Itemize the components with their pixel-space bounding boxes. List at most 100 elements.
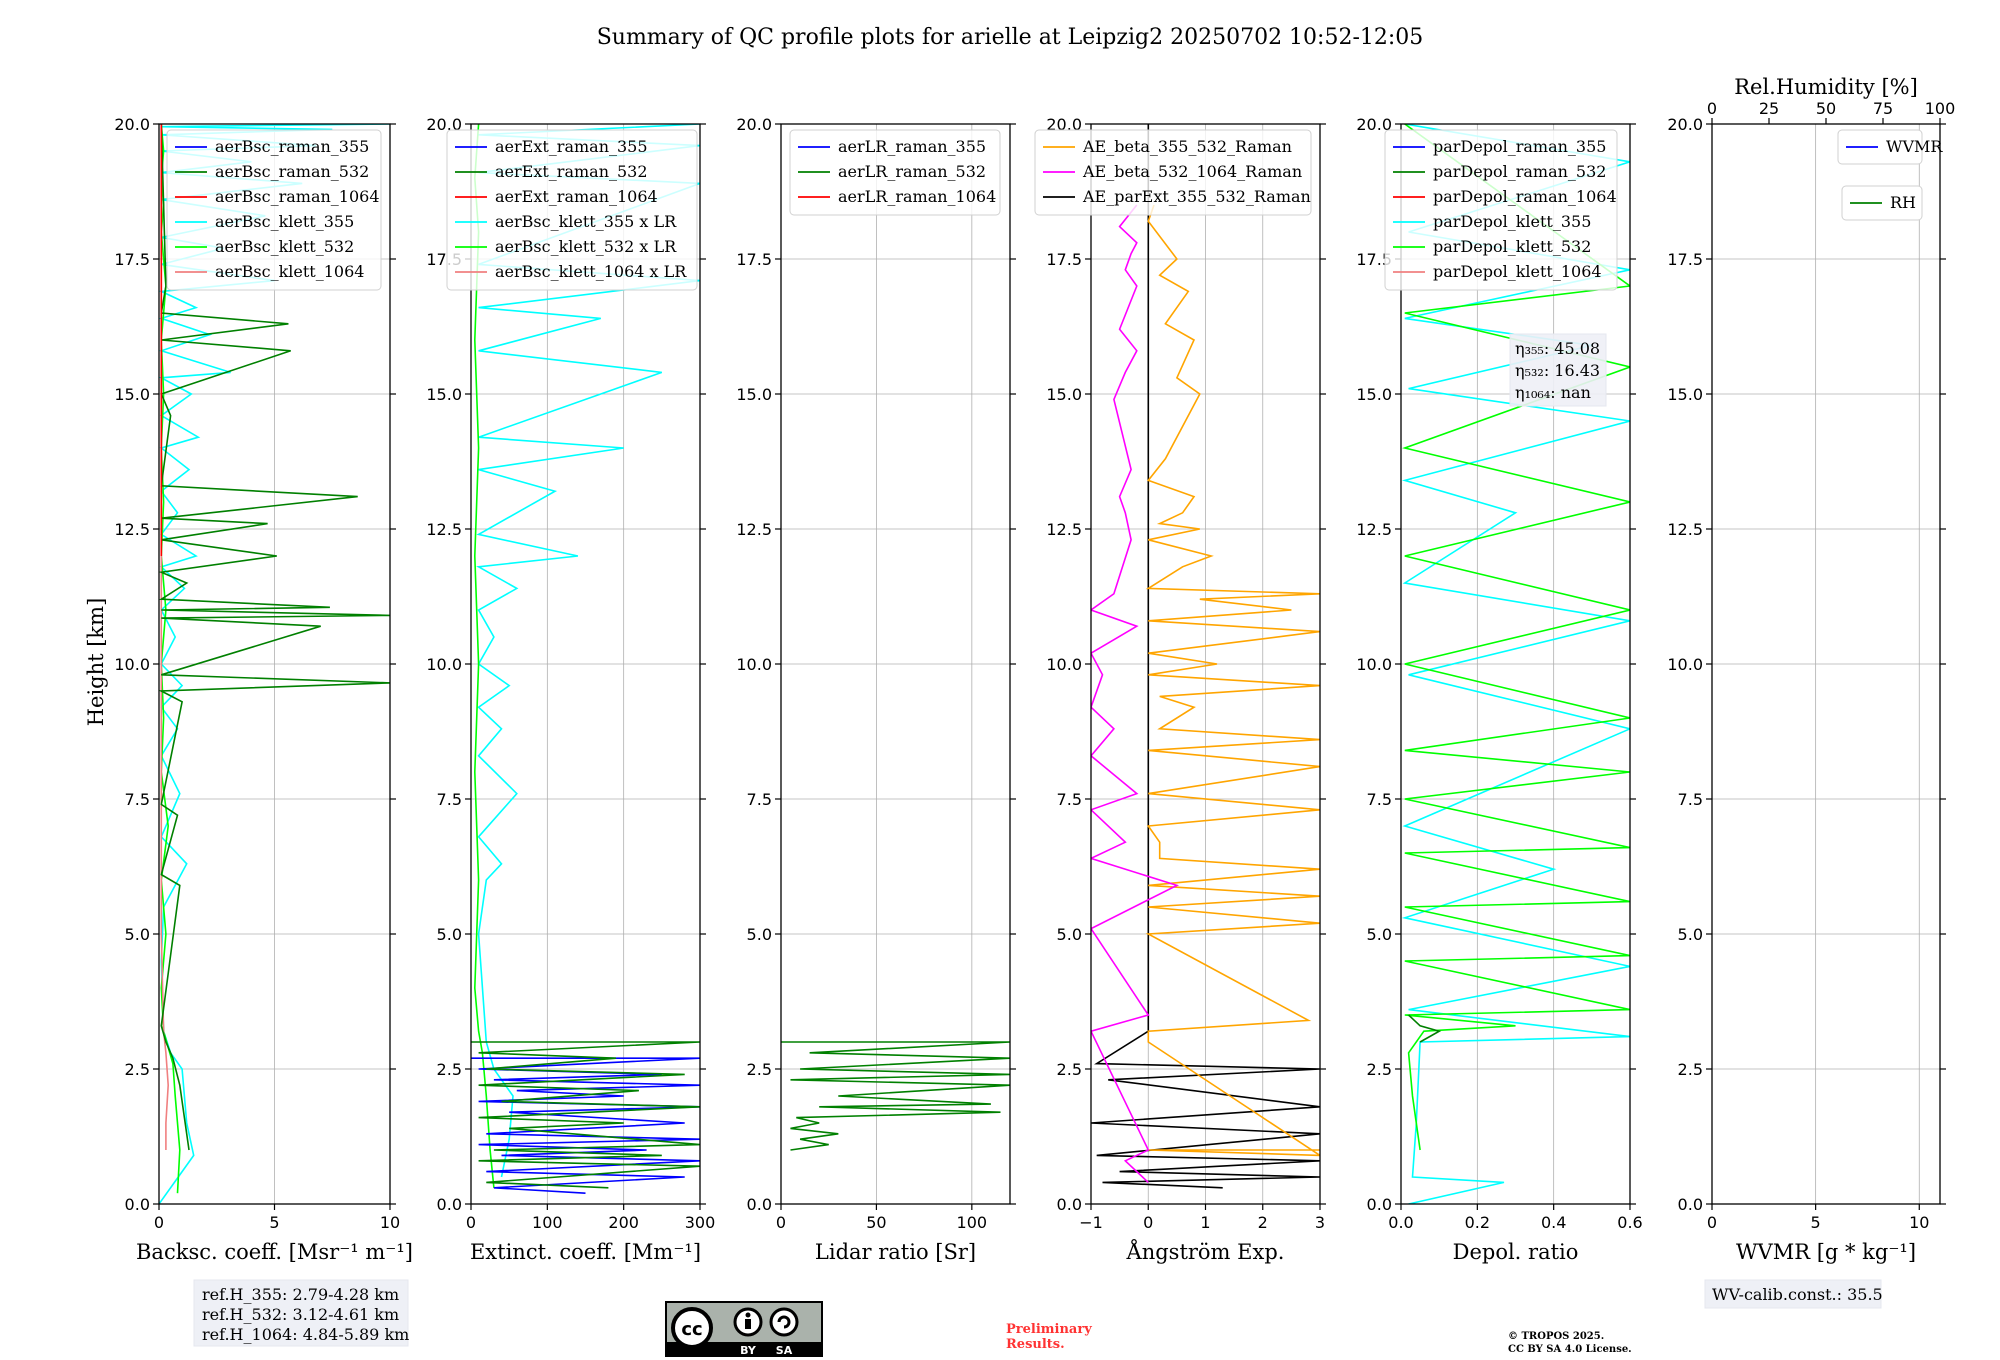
y-tick-label: 12.5: [736, 520, 772, 539]
legend-label-pardepol-klett-532: parDepol_klett_532: [1433, 237, 1591, 256]
series-aerlr-raman-532: [781, 1041, 1010, 1151]
x-tick-label: 3: [1315, 1213, 1325, 1232]
y-tick-label: 0.0: [437, 1195, 462, 1214]
x-tick-label: 0: [1143, 1213, 1153, 1232]
legend-label-ae-beta-532-1064-raman: AE_beta_532_1064_Raman: [1082, 162, 1302, 181]
ref-height-355: ref.H_355: 2.79-4.28 km: [202, 1285, 399, 1304]
y-tick-label: 17.5: [114, 250, 150, 269]
panel-5-frame: [1400, 123, 1631, 1205]
x-tick-label: 300: [685, 1213, 716, 1232]
y-tick-label: 5.0: [1678, 925, 1703, 944]
y-tick-label: 10.0: [1046, 655, 1082, 674]
y-tick-label: 15.0: [1356, 385, 1392, 404]
eta-label-1: η₃₅₅: 45.08: [1515, 339, 1600, 358]
legend-label-rh: RH: [1890, 193, 1916, 212]
y-tick-label: 2.5: [1057, 1060, 1082, 1079]
x-tick-label: 0.6: [1617, 1213, 1642, 1232]
preliminary-label-line2: Results.: [1006, 1337, 1065, 1352]
y-tick-label: 20.0: [114, 115, 150, 134]
legend-label-aerlr-raman-1064: aerLR_raman_1064: [838, 187, 996, 206]
wv-calib-text: WV-calib.const.: 35.5: [1712, 1285, 1883, 1304]
cc-logo-text: cc: [681, 1319, 702, 1340]
panel-1-legend: aerBsc_raman_355 aerBsc_raman_532 aerBsc_r…: [166, 129, 382, 291]
y-tick-label: 17.5: [1046, 250, 1082, 269]
series-pardepol-raman-532: [1408, 1014, 1442, 1043]
y-tick-label: 5.0: [1057, 925, 1082, 944]
x-tick-label: 0.0: [1388, 1213, 1413, 1232]
panel-4-x-axis-title: Ångström Exp.: [1126, 1239, 1285, 1264]
x-tick-label: 200: [608, 1213, 639, 1232]
y-tick-label: 7.5: [437, 790, 462, 809]
panel-2-legend: aerExt_raman_355 aerExt_raman_532 aerExt_r…: [446, 129, 698, 291]
top-tick-label: 25: [1759, 99, 1779, 118]
legend-label-aerbsc-raman-532: aerBsc_raman_532: [215, 162, 369, 181]
panel-3-legend: aerLR_raman_355 aerLR_raman_532 aerLR_rama…: [789, 129, 1001, 216]
top-tick-label: 50: [1816, 99, 1836, 118]
x-tick-label: 2: [1258, 1213, 1268, 1232]
panel-5-legend: parDepol_raman_355 parDepol_raman_532 parD…: [1384, 129, 1618, 291]
x-tick-label: 0.2: [1465, 1213, 1490, 1232]
panel-6: 0.02.55.07.510.012.515.017.520.00 5 10WVMR…: [1667, 75, 1955, 1264]
legend-label-aerbsc-klett-355: aerBsc_klett_355: [215, 212, 354, 231]
y-tick-label: 15.0: [426, 385, 462, 404]
panel-4-legend: AE_beta_355_532_Raman AE_beta_532_1064_Ra…: [1034, 129, 1312, 216]
x-tick-label: −1: [1079, 1213, 1103, 1232]
y-tick-label: 20.0: [426, 115, 462, 134]
y-tick-label: 2.5: [437, 1060, 462, 1079]
eta-label-2: η₅₃₂: 16.43: [1515, 361, 1600, 380]
legend-label-aerext-raman-1064: aerExt_raman_1064: [495, 187, 658, 206]
top-axis-title: Rel.Humidity [%]: [1734, 75, 1918, 99]
series-ae-parext-355-532-raman: [1091, 124, 1320, 1189]
y-tick-label: 7.5: [1057, 790, 1082, 809]
y-tick-label: 17.5: [736, 250, 772, 269]
y-tick-label: 20.0: [736, 115, 772, 134]
y-tick-label: 17.5: [1667, 250, 1703, 269]
y-tick-label: 15.0: [736, 385, 772, 404]
y-tick-label: 12.5: [114, 520, 150, 539]
panel-5: 0.0 2.5 5.0 7.5 10.0 12.5 15.0 17.5 20.0 0.0 0.2 0.…: [1356, 115, 1642, 1264]
copyright-line2: CC BY SA 4.0 License.: [1508, 1344, 1632, 1355]
legend-label-wvmr: WVMR: [1886, 137, 1943, 156]
y-tick-label: 12.5: [1356, 520, 1392, 539]
panel-1: 0.0 2.5 5.0 7.5 10.0 12.5 15.0 17.5 20.0 0 5 10 Back…: [114, 115, 413, 1264]
legend-label-ae-beta-355-532-raman: AE_beta_355_532_Raman: [1082, 137, 1292, 156]
legend-label-aerext-raman-532: aerExt_raman_532: [495, 162, 648, 181]
legend-label-aerbsc-raman-355: aerBsc_raman_355: [215, 137, 369, 156]
x-tick-label: 100: [532, 1213, 563, 1232]
top-tick-label: 100: [1925, 99, 1956, 118]
ref-height-532: ref.H_532: 3.12-4.61 km: [202, 1305, 399, 1324]
y-tick-label: 2.5: [747, 1060, 772, 1079]
panels: 0.02.55.07.510.012.515.017.520.00 5 10Back…: [114, 75, 1955, 1264]
y-tick-label: 2.5: [1678, 1060, 1703, 1079]
y-tick-label: 0.0: [1057, 1195, 1082, 1214]
top-tick-label: 0: [1707, 99, 1717, 118]
y-tick-label: 20.0: [1046, 115, 1082, 134]
panel-4: 0.0 2.5 5.0 7.5 10.0 12.5 15.0 17.5 20.0 −1 0 1 2 3 Ån…: [1034, 115, 1326, 1264]
panel-4-frame: [1090, 123, 1321, 1205]
y-tick-label: 12.5: [426, 520, 462, 539]
figure-title: Summary of QC profile plots for arielle …: [597, 25, 1424, 50]
y-tick-label: 10.0: [114, 655, 150, 674]
x-tick-label: 5: [1811, 1213, 1821, 1232]
legend-label-pardepol-raman-532: parDepol_raman_532: [1433, 162, 1606, 181]
y-tick-label: 0.0: [747, 1195, 772, 1214]
series-ae-beta-532-1064-raman: [1091, 204, 1180, 1183]
y-tick-label: 0.0: [1678, 1195, 1703, 1214]
copyright-line1: © TROPOS 2025.: [1508, 1331, 1604, 1342]
y-tick-label: 12.5: [1046, 520, 1082, 539]
y-tick-label: 2.5: [1367, 1060, 1392, 1079]
eta-calibration-box: η₃₅₅: 45.08 η₅₃₂: 16.43 η₁₀₆₄: nan: [1509, 333, 1607, 407]
legend-label-pardepol-raman-1064: parDepol_raman_1064: [1433, 187, 1617, 206]
y-tick-label: 10.0: [1667, 655, 1703, 674]
series-pardepol-klett-532: [1402, 124, 1630, 1151]
y-tick-label: 7.5: [1367, 790, 1392, 809]
y-tick-label: 0.0: [125, 1195, 150, 1214]
y-tick-label: 20.0: [1667, 115, 1703, 134]
ref-height-box: ref.H_355: 2.79-4.28 km ref.H_532: 3.12-…: [193, 1279, 409, 1347]
y-tick-label: 5.0: [437, 925, 462, 944]
legend-label-aerbsc-klett-1064-x-lr: aerBsc_klett_1064 x LR: [495, 262, 687, 281]
panel-2-x-axis-title: Extinct. coeff. [Mm⁻¹]: [470, 1240, 701, 1264]
panel-2: 0.02.55.07.510.012.515.017.520.00 100 200 3…: [426, 115, 715, 1264]
panel-3-series: [781, 1041, 1010, 1151]
